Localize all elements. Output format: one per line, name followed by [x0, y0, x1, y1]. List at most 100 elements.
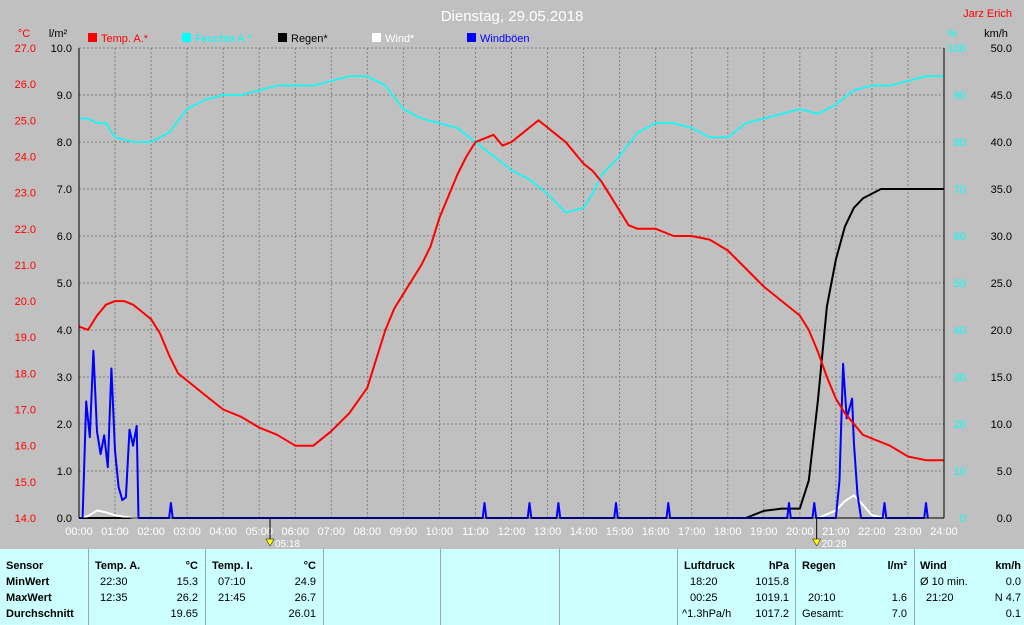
temp-axis-unit: °C: [18, 28, 30, 40]
table-divider: [88, 549, 89, 625]
x-tick-label: 11:00: [462, 526, 489, 538]
wind-axis-unit: km/h: [984, 28, 1008, 40]
legend-swatch: [278, 33, 287, 42]
humidity-axis-unit: %: [947, 28, 957, 40]
row-label-avg: Durchschnitt: [6, 608, 74, 620]
legend-label: Feuchte A.*: [195, 33, 253, 45]
wind-avg-label: Ø 10 min.: [920, 576, 968, 588]
legend-label: Temp. A.*: [101, 33, 149, 45]
wind-unit: km/h: [995, 560, 1021, 572]
rain-tick-label: 5.0: [57, 278, 72, 290]
sunset-icon: [812, 538, 822, 547]
temp-a-unit: °C: [185, 560, 198, 572]
temp-tick-label: 27.0: [15, 43, 36, 55]
rain-header: Regen: [802, 560, 836, 572]
rain-unit: l/m²: [887, 560, 907, 572]
wind-tick-label: 40.0: [991, 137, 1012, 149]
x-tick-label: 07:00: [318, 526, 346, 538]
rain-tick-label: 1.0: [57, 466, 72, 478]
weather-chart: Dienstag, 29.05.2018 Jarz Erich Temp. A.…: [14, 8, 1012, 549]
temp-a-max-time: 12:35: [100, 592, 128, 604]
x-tick-label: 16:00: [642, 526, 670, 538]
humidity-line: [79, 75, 944, 214]
temp-a-header: Temp. A.: [95, 560, 141, 572]
temp-i-max-time: 21:45: [218, 592, 246, 604]
rain-tick-label: 2.0: [57, 419, 72, 431]
humidity-tick-label: 80: [954, 137, 966, 149]
x-tick-label: 19:00: [750, 526, 778, 538]
legend-label: Wind*: [385, 33, 415, 45]
temp-i-avg: 26.01: [288, 608, 316, 620]
x-tick-label: 08:00: [354, 526, 382, 538]
temp-i-header: Temp. I.: [212, 560, 253, 572]
x-tick-label: 22:00: [858, 526, 886, 538]
temp-i-min-time: 07:10: [218, 576, 246, 588]
rain-total: 7.0: [891, 608, 907, 620]
pressure-max: 1019.1: [755, 592, 789, 604]
rain-tick-label: 6.0: [57, 231, 72, 243]
rain-tick-label: 3.0: [57, 372, 72, 384]
temp-i-min: 24.9: [294, 576, 316, 588]
temp-tick-label: 22.0: [15, 224, 36, 236]
humidity-tick-label: 40: [954, 325, 966, 337]
x-tick-label: 21:00: [822, 526, 850, 538]
temp-tick-label: 21.0: [15, 260, 36, 272]
chart-legend: Temp. A.* Feuchte A.* Regen* Wind* Windböen: [88, 33, 530, 45]
wind-tick-label: 25.0: [991, 278, 1012, 290]
x-tick-label: 23:00: [894, 526, 922, 538]
wind-header: Wind: [920, 560, 947, 572]
x-tick-label: 13:00: [534, 526, 562, 538]
x-tick-label: 09:00: [390, 526, 418, 538]
pressure-min-time: 18:20: [690, 576, 718, 588]
x-tick-label: 24:00: [930, 526, 958, 538]
humidity-tick-label: 0: [960, 513, 966, 525]
legend-swatch: [88, 33, 97, 42]
wind-tick-label: 45.0: [991, 90, 1012, 102]
humidity-tick-label: 100: [948, 43, 966, 55]
x-tick-label: 10:00: [426, 526, 454, 538]
legend-swatch: [467, 33, 476, 42]
legend-label: Regen*: [291, 33, 328, 45]
x-tick-label: 17:00: [678, 526, 706, 538]
temp-i-max: 26.7: [294, 592, 316, 604]
humidity-tick-label: 60: [954, 231, 966, 243]
table-divider: [677, 549, 678, 625]
stats-table: Sensor MinWert MaxWert Durchschnitt Temp…: [0, 549, 1024, 625]
wind-max: N 4.7: [994, 592, 1021, 604]
pressure-min: 1015.8: [755, 576, 789, 588]
rain-line: [79, 188, 944, 519]
temp-tick-label: 24.0: [15, 151, 36, 163]
rain-max: 1.6: [891, 592, 907, 604]
x-tick-label: 15:00: [606, 526, 634, 538]
temp-a-min-time: 22:30: [100, 576, 128, 588]
temp-tick-label: 17.0: [15, 405, 36, 417]
chart-title: Dienstag, 29.05.2018: [441, 8, 584, 25]
table-divider: [205, 549, 206, 625]
temp-a-max: 26.2: [176, 592, 198, 604]
wind-tick-label: 50.0: [991, 43, 1012, 55]
x-tick-label: 05:00: [245, 526, 273, 538]
rain-tick-label: 8.0: [57, 137, 72, 149]
x-tick-label: 20:00: [786, 526, 814, 538]
sunrise-icon: [265, 538, 275, 547]
table-divider: [440, 549, 441, 625]
wind-tick-label: 30.0: [991, 231, 1012, 243]
pressure-current: 1017.2: [755, 608, 789, 620]
rain-max-time: 20:10: [808, 592, 836, 604]
temperature-line: [78, 119, 944, 462]
legend-swatch: [372, 33, 381, 42]
wind-tick-label: 0.0: [997, 513, 1012, 525]
rain-tick-label: 4.0: [57, 325, 72, 337]
humidity-tick-label: 50: [954, 278, 966, 290]
wind-line: [78, 494, 890, 519]
x-tick-label: 03:00: [173, 526, 201, 538]
rain-tick-label: 7.0: [57, 184, 72, 196]
temp-tick-label: 25.0: [15, 115, 36, 127]
wind-tick-label: 15.0: [991, 372, 1012, 384]
chart-frame: [78, 48, 945, 519]
gusts-line: [79, 349, 929, 519]
temp-tick-label: 19.0: [15, 332, 36, 344]
temp-tick-label: 16.0: [15, 441, 36, 453]
temp-tick-label: 20.0: [15, 296, 36, 308]
rain-axis-unit: l/m²: [49, 28, 68, 40]
